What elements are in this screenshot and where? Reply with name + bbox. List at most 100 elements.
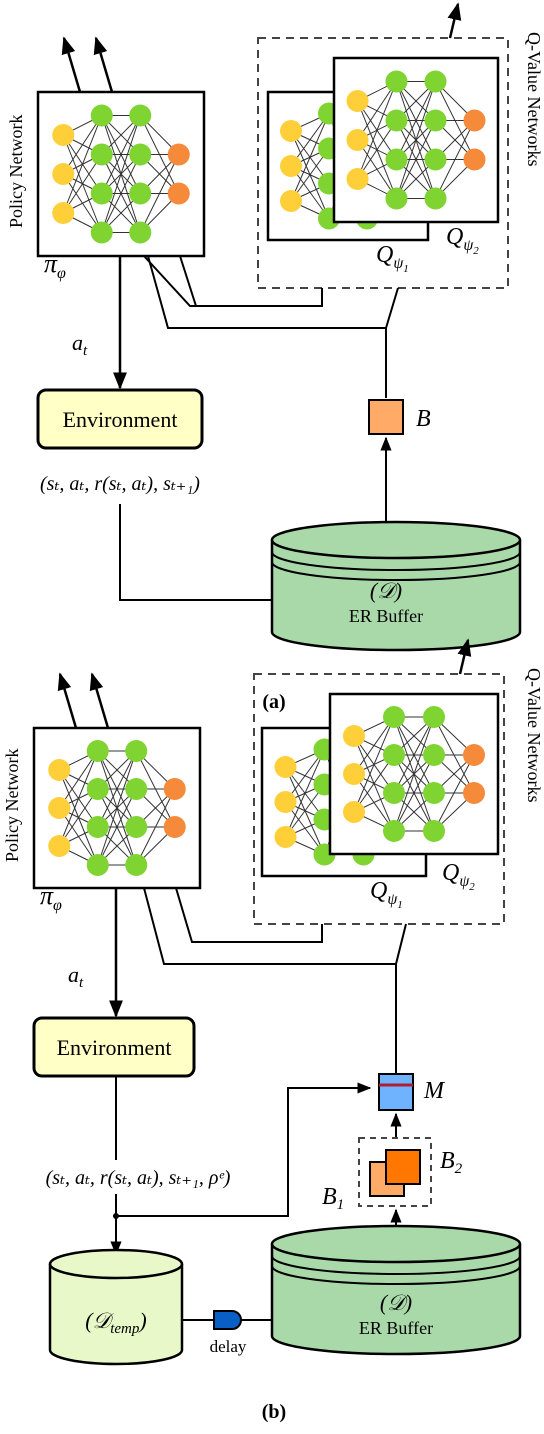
input-node: [274, 791, 297, 813]
input-node: [274, 756, 297, 778]
transition-tuple: (sₜ, aₜ, r(sₜ, aₜ), sₜ₊₁): [40, 473, 200, 495]
hidden-node: [90, 221, 113, 244]
hidden-node: [385, 148, 408, 171]
hidden-node: [125, 740, 148, 762]
hidden-node: [423, 744, 445, 766]
input-node: [343, 763, 365, 785]
q2-network-graph: [346, 70, 486, 210]
network-edge: [62, 115, 103, 175]
batch1-symbol: B1: [322, 1184, 344, 1213]
policy-network-label: Policy Network: [6, 115, 26, 228]
policy-to-q-link-1: [175, 887, 323, 943]
q1-symbol: Qψ1: [370, 878, 403, 911]
buffer-symbol: (𝒟): [380, 1290, 412, 1315]
output-node: [167, 182, 190, 205]
delay-block: [213, 1310, 242, 1330]
policy-symbol: πφ: [40, 881, 62, 914]
hidden-node: [424, 187, 447, 210]
batch-symbol: B: [416, 406, 431, 432]
network-edge: [62, 115, 103, 214]
q1-symbol: Qψ1: [376, 242, 409, 275]
batches-container: [358, 1137, 432, 1207]
output-node: [463, 744, 485, 766]
network-edge: [58, 750, 99, 847]
network-edge: [393, 716, 435, 794]
hidden-node: [423, 782, 445, 804]
input-node: [343, 725, 365, 747]
delay-label: delay: [210, 1337, 247, 1356]
network-edge: [101, 115, 141, 233]
hidden-node: [90, 182, 113, 205]
network-edge: [396, 120, 436, 199]
q2-network-graph: [343, 706, 485, 842]
branch-to-merge-arrow: [116, 1082, 372, 1217]
buffer-label: ER Buffer: [359, 1318, 433, 1338]
policy-to-q-link-2: [179, 255, 197, 307]
input-node: [346, 90, 369, 112]
input-node: [280, 155, 302, 177]
hidden-node: [125, 854, 148, 876]
network-edge: [97, 750, 137, 828]
hidden-node: [383, 782, 405, 804]
network-edge: [396, 81, 436, 199]
hidden-node: [424, 148, 447, 171]
input-node: [48, 835, 71, 857]
input-node: [346, 129, 369, 151]
network-edge: [135, 788, 176, 866]
batch2-symbol: B2: [440, 1148, 463, 1177]
batch2-box: [385, 1149, 421, 1185]
er-buffer-cylinder: [270, 520, 522, 652]
network-edge: [353, 716, 395, 775]
batch-box: [368, 399, 404, 435]
policy-network-graph: [48, 740, 186, 876]
input-node: [343, 801, 365, 823]
q-output-arrow: [457, 638, 472, 675]
hidden-node: [129, 104, 152, 127]
policy-to-q-link-1: [143, 255, 323, 307]
network-edge: [97, 788, 137, 866]
network-edge: [58, 750, 99, 809]
network-edge: [435, 120, 475, 199]
environment-box: [32, 1016, 196, 1078]
transition-to-buffer-arrow: [119, 504, 312, 606]
panel-a-caption: (a): [262, 691, 285, 713]
merge-box: [378, 1073, 414, 1111]
input-node: [280, 190, 302, 212]
merge-to-networks-link: [143, 887, 407, 965]
output-node: [167, 143, 190, 166]
buffer-label: ER Buffer: [349, 606, 423, 626]
hidden-node: [385, 109, 408, 132]
hidden-node: [86, 816, 109, 838]
output-node: [163, 816, 186, 838]
q-networks-container: [257, 37, 509, 289]
hidden-node: [423, 706, 445, 728]
buffer-symbol: (𝒟): [370, 578, 402, 603]
policy-output-arrow-1: [57, 672, 78, 729]
network-edge: [357, 81, 397, 180]
hidden-node: [125, 778, 148, 800]
q-output-arrow: [447, 2, 462, 39]
hidden-node: [383, 820, 405, 842]
network-edge: [353, 754, 395, 813]
hidden-node: [383, 744, 405, 766]
network-edge: [139, 154, 180, 233]
network-edge: [396, 81, 436, 160]
temp-buffer-symbol: (𝒟temp): [85, 1308, 146, 1337]
network-edge: [97, 750, 137, 866]
network-edge: [290, 113, 330, 202]
network-edge: [58, 788, 99, 847]
input-node: [274, 826, 297, 848]
hidden-node: [86, 854, 109, 876]
hidden-node: [385, 187, 408, 210]
network-edge: [357, 81, 397, 141]
hidden-node: [385, 70, 408, 93]
action-label: at: [72, 330, 88, 359]
network-edge: [353, 716, 395, 813]
hidden-node: [129, 182, 152, 205]
network-edge: [285, 749, 325, 838]
action-label: at: [68, 962, 84, 991]
network-edge: [433, 754, 475, 832]
policy-output-arrow-2: [89, 672, 110, 729]
panel-b: Policy Network πφ Q-Value Networks Qψ1 Q…: [2, 638, 544, 1423]
